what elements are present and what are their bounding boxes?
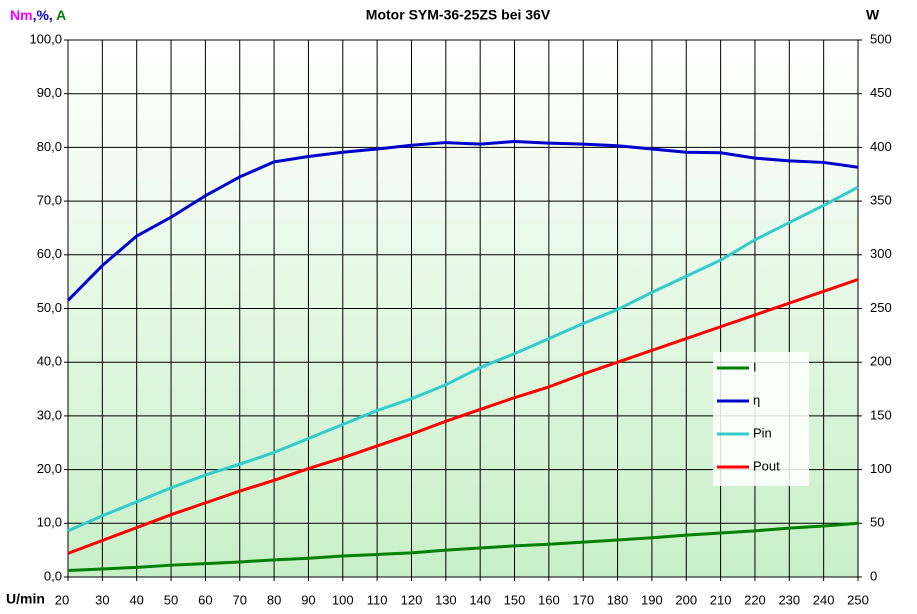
label-part: ,%, (33, 7, 53, 23)
x-tick-label: 180 (607, 592, 629, 607)
x-tick-label: 100 (332, 592, 354, 607)
x-tick-label: 170 (572, 592, 594, 607)
x-tick-label: 60 (198, 592, 212, 607)
label-part: Nm (10, 7, 33, 23)
y2-tick-label: 450 (870, 85, 892, 100)
y-tick-label: 20,0 (37, 461, 62, 476)
series-line (67, 521, 859, 573)
y-tick-label: 80,0 (37, 139, 62, 154)
plot-border (67, 39, 859, 578)
x-tick-label: 190 (641, 592, 663, 607)
y-tick-label: 40,0 (37, 354, 62, 369)
y2-tick-label: 50 (870, 515, 884, 530)
x-tick-label: 140 (469, 592, 491, 607)
x-tick-label: 20 (55, 592, 69, 607)
x-tick-label: 220 (744, 592, 766, 607)
x-tick-label: 130 (435, 592, 457, 607)
y-tick-label: 90,0 (37, 85, 62, 100)
x-tick-label: 30 (95, 592, 109, 607)
legend-label: I (753, 359, 757, 374)
x-tick-label: 80 (267, 592, 281, 607)
legend-box (713, 352, 809, 486)
y2-tick-label: 500 (870, 31, 892, 46)
legend-label: η (753, 392, 760, 407)
y2-tick-label: 100 (870, 461, 892, 476)
series-line (66, 139, 859, 302)
x-tick-label: 70 (233, 592, 247, 607)
x-tick-label: 240 (813, 592, 835, 607)
series-line (67, 185, 859, 533)
y-tick-label: 30,0 (37, 407, 62, 422)
x-tick-label: 230 (778, 592, 800, 607)
series-line (67, 278, 859, 555)
y2-tick-label: 300 (870, 246, 892, 261)
label-part: A (53, 7, 66, 23)
y-axis-label: Nm,%, A (10, 7, 66, 23)
y2-tick-label: 400 (870, 139, 892, 154)
x-tick-label: 250 (847, 592, 869, 607)
x-tick-label: 110 (367, 592, 388, 607)
x-tick-label: 50 (164, 592, 178, 607)
x-tick-label: 90 (301, 592, 315, 607)
x-tick-label: 40 (129, 592, 143, 607)
y2-tick-label: 350 (870, 193, 892, 208)
x-tick-label: 200 (675, 592, 697, 607)
x-tick-label: 150 (504, 592, 526, 607)
y2-tick-label: 150 (870, 407, 892, 422)
x-tick-label: 160 (538, 592, 560, 607)
legend-label: Pin (753, 425, 772, 440)
y-tick-label: 50,0 (37, 300, 62, 315)
y2-tick-label: 0 (870, 568, 877, 583)
y-tick-label: 70,0 (37, 193, 62, 208)
x-axis-label: U/min (6, 591, 45, 607)
y-tick-label: 100,0 (29, 31, 62, 46)
y2-axis-label: W (866, 7, 880, 23)
x-tick-label: 120 (401, 592, 423, 607)
y-tick-label: 10,0 (37, 515, 62, 530)
chart-title: Motor SYM-36-25ZS bei 36V (366, 7, 551, 23)
legend-label: Pout (753, 458, 780, 473)
y2-tick-label: 200 (870, 354, 892, 369)
y-tick-label: 60,0 (37, 246, 62, 261)
y-tick-label: 0,0 (44, 568, 62, 583)
x-tick-label: 210 (710, 592, 732, 607)
y2-tick-label: 250 (870, 300, 892, 315)
